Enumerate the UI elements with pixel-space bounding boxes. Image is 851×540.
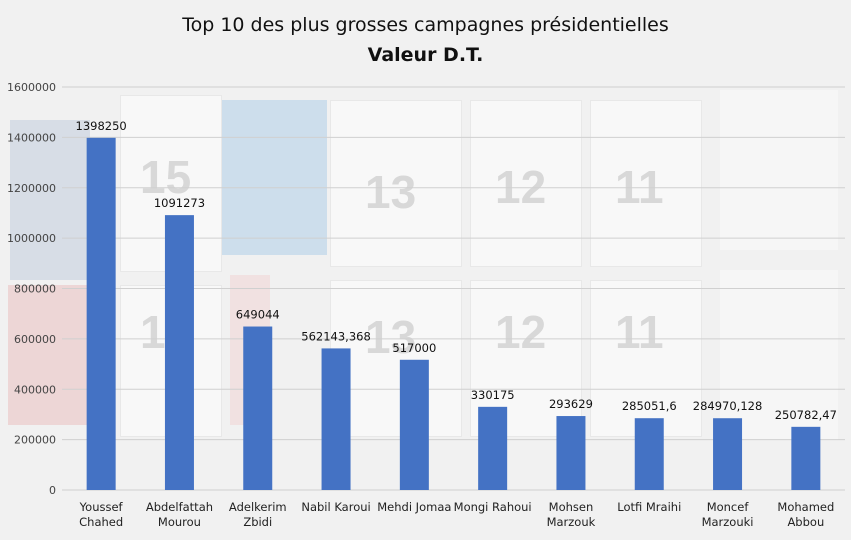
data-label: 562143,368 [301,329,371,343]
y-tick-label: 600000 [14,333,56,346]
data-label: 649044 [236,308,280,322]
category-label: Zbidi [243,515,272,529]
bar [713,418,743,490]
bar [243,326,273,490]
board-number: 12 [495,161,547,213]
category-label: Moncef [707,500,750,514]
y-tick-label: 1600000 [7,81,56,94]
y-tick-label: 1200000 [7,182,56,195]
data-label: 517000 [392,341,436,355]
data-label: 250782,47 [775,408,837,422]
board-number: 12 [495,306,547,358]
y-tick-label: 1000000 [7,232,56,245]
chart-title: Top 10 des plus grosses campagnes présid… [182,14,669,36]
bar [399,359,429,490]
data-label: 1398250 [76,119,127,133]
campaign-poster-image [10,120,90,280]
category-label: Chahed [79,515,123,529]
category-label: Youssef [79,500,124,514]
category-label: Marzouk [547,515,596,529]
bar [634,418,664,490]
y-tick-label: 400000 [14,383,56,396]
campaign-poster-image [222,100,327,255]
poster-board [330,100,462,267]
category-label: Adelkerim [229,500,287,514]
bar [321,348,351,490]
board-number: 13 [365,311,417,363]
category-label: Mongi Rahoui [454,500,532,514]
category-label: Marzouki [702,515,754,529]
category-label: Mourou [158,515,201,529]
bar [556,416,586,490]
poster-board [590,280,702,437]
data-label: 293629 [549,397,593,411]
category-label: Mehdi Jomaa [377,500,451,514]
bar [86,137,116,490]
category-label: Abdelfattah [146,500,213,514]
y-tick-label: 1400000 [7,131,56,144]
data-label: 1091273 [154,196,205,210]
category-label: Mohamed [777,500,834,514]
board-number: 13 [365,166,417,218]
board-number: 15 [140,151,192,203]
board-number: 11 [615,306,664,358]
poster-board [470,100,582,267]
y-tick-label: 0 [49,484,56,497]
bar [478,406,508,490]
y-tick-label: 200000 [14,434,56,447]
bar [791,426,821,490]
category-label: Nabil Karoui [301,500,370,514]
campaign-poster-image [8,285,90,425]
bar [164,215,194,490]
data-label: 285051,6 [622,399,677,413]
y-tick-label: 800000 [14,283,56,296]
category-label: Abbou [787,515,824,529]
campaign-poster-image [720,270,838,440]
campaign-poster-image [720,90,838,250]
category-label: Mohsen [549,500,594,514]
data-label: 284970,128 [693,399,763,413]
board-number: 11 [615,161,664,213]
poster-board [590,100,702,267]
chart-subtitle: Valeur D.T. [367,44,484,66]
category-label: Lotfi Mraihi [617,500,681,514]
data-label: 330175 [471,388,515,402]
